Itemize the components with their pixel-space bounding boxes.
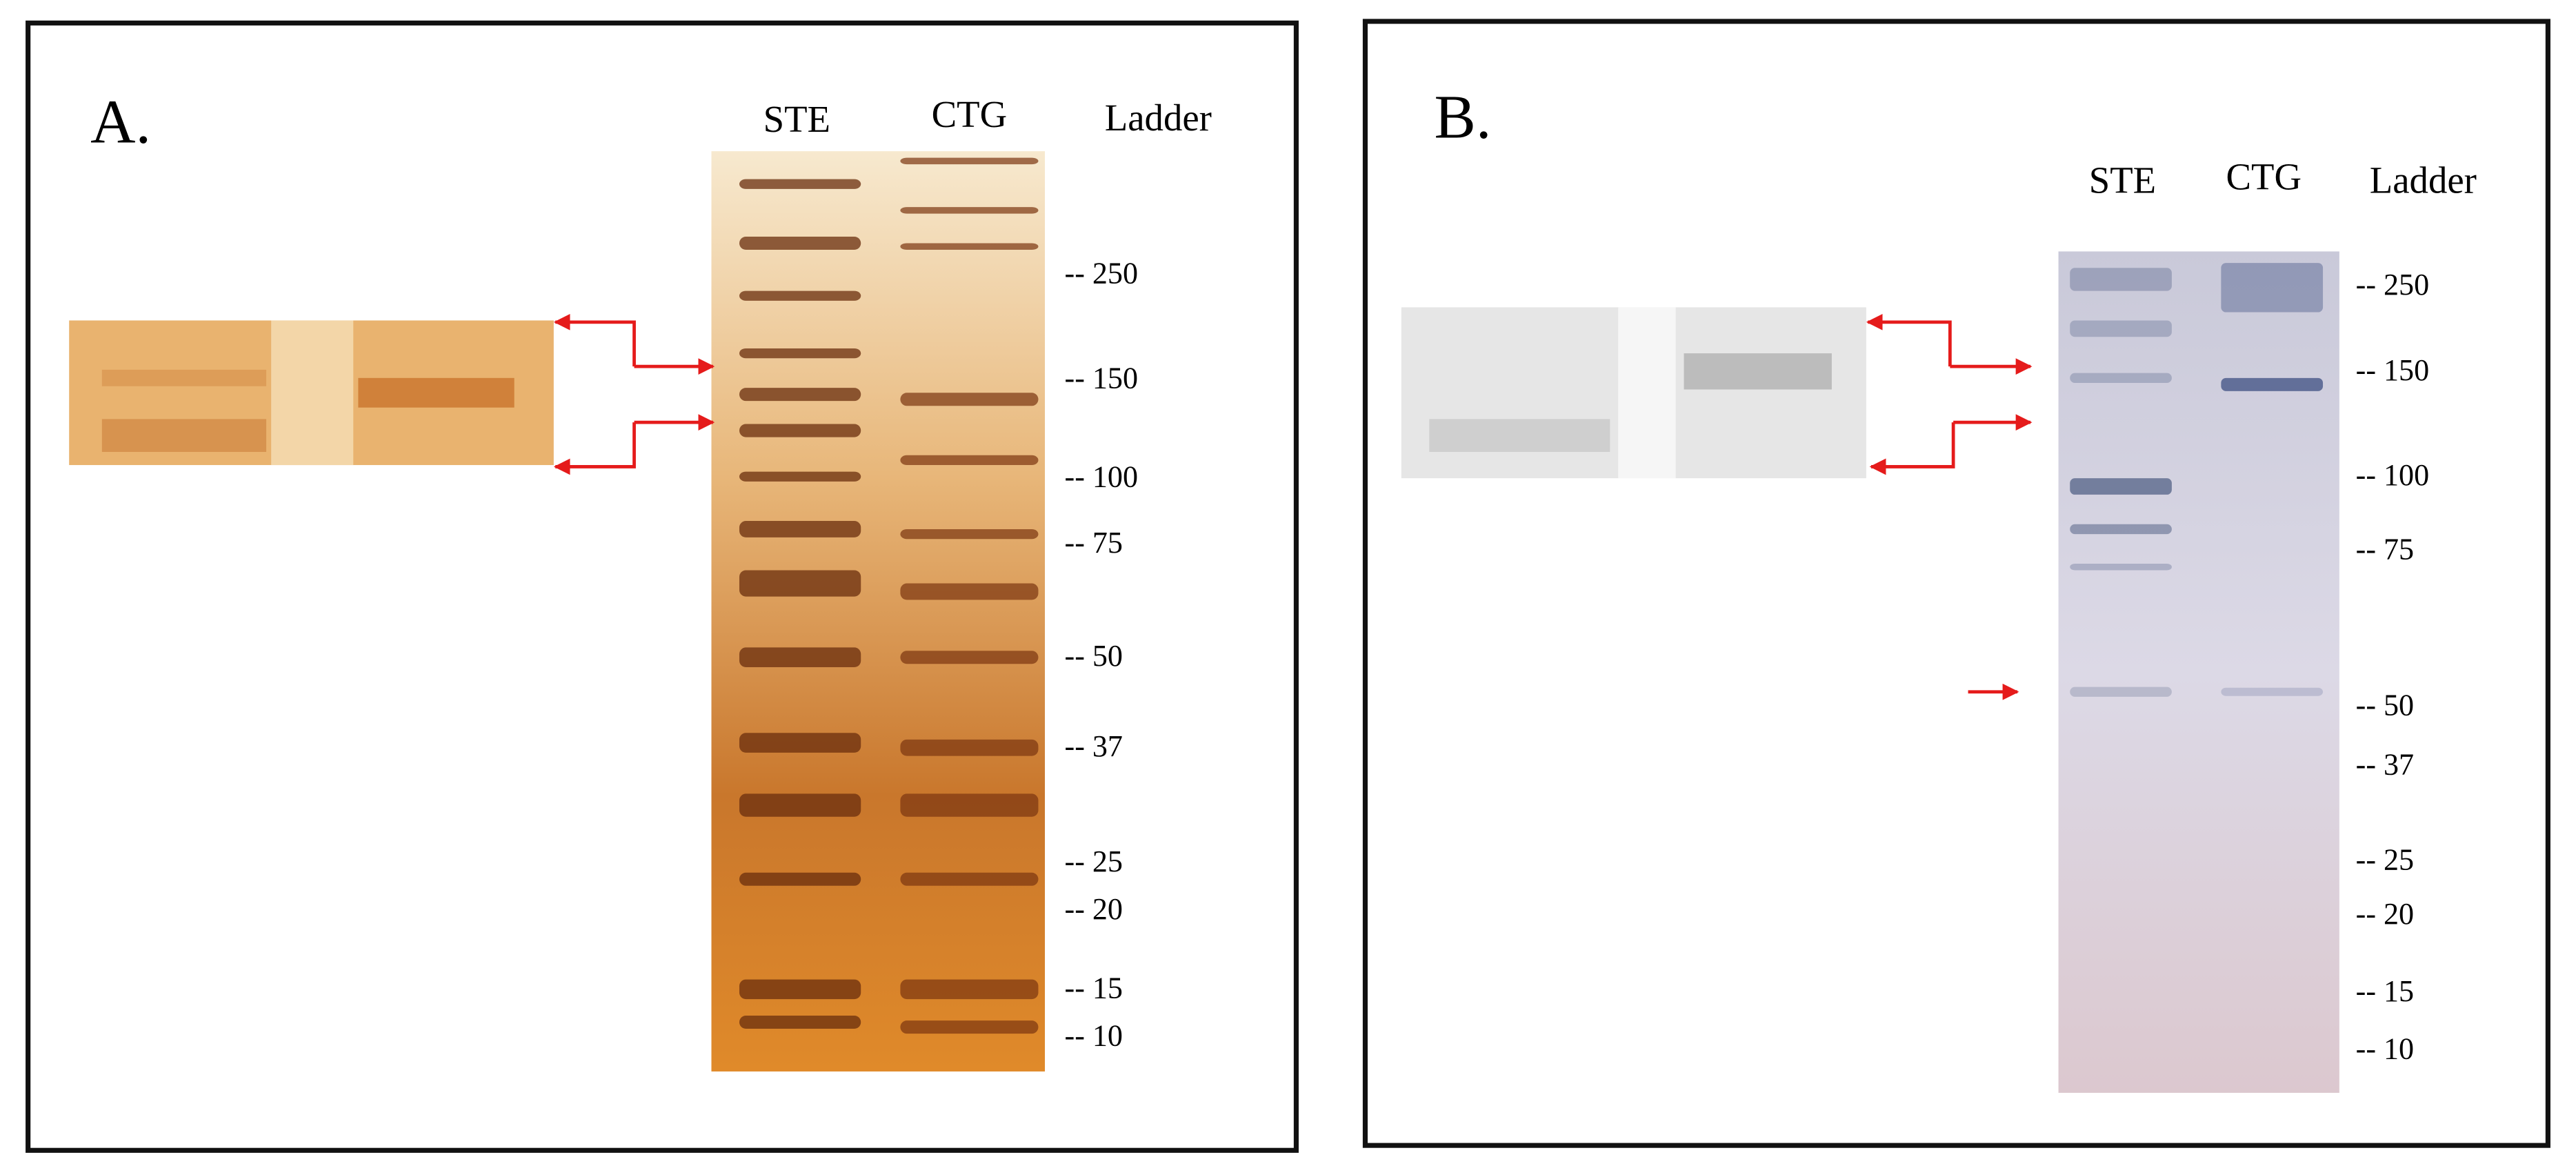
band (739, 388, 861, 402)
inset-band (1684, 353, 1832, 390)
ladder-mark: -- 150 (2356, 353, 2429, 387)
inset-band (358, 377, 515, 408)
arrow (553, 313, 636, 367)
band (739, 348, 861, 359)
arrow (553, 422, 636, 475)
inset-band (101, 369, 267, 386)
inset-band (101, 419, 267, 452)
band (900, 207, 1039, 214)
band (2070, 478, 2172, 495)
band (2070, 687, 2172, 697)
ladder-mark: -- 10 (2356, 1031, 2414, 1065)
ladder-mark: -- 10 (1065, 1018, 1123, 1052)
band (2070, 373, 2172, 383)
gel-bands (2070, 263, 2324, 697)
band (739, 424, 861, 437)
lane-label: CTG (2226, 156, 2302, 198)
ladder-mark: -- 100 (1065, 460, 1138, 494)
band (900, 455, 1039, 466)
gel-inset-gap (271, 320, 354, 466)
band (739, 471, 861, 482)
ladder-mark: -- 25 (2356, 843, 2414, 877)
band (900, 393, 1039, 406)
ladder-mark: -- 250 (2356, 268, 2429, 302)
band (900, 739, 1039, 756)
band (2221, 687, 2324, 696)
band (739, 179, 861, 189)
ladder-mark: -- 15 (1065, 971, 1123, 1005)
ladder-mark: -- 75 (2356, 532, 2414, 566)
band (900, 872, 1039, 886)
panel-border (1362, 19, 2550, 1148)
lane-label: STE (2089, 159, 2156, 201)
lane-label: STE (763, 98, 830, 140)
band (739, 236, 861, 250)
lane-label: CTG (932, 93, 1008, 135)
ladder-mark: -- 20 (1065, 892, 1123, 926)
gel (711, 151, 1045, 1072)
ladder-mark: -- 20 (2356, 897, 2414, 931)
ladder-mark: -- 15 (2356, 974, 2414, 1008)
arrows (553, 313, 2033, 700)
band (900, 243, 1039, 250)
band (900, 583, 1039, 600)
arrow (1866, 313, 1952, 367)
band (739, 1015, 861, 1029)
band (900, 793, 1039, 817)
ladder-mark: -- 250 (1065, 256, 1138, 290)
ladder-mark: -- 50 (2356, 689, 2414, 722)
gel-inset-gap (1618, 307, 1676, 479)
band (739, 793, 861, 817)
band (900, 529, 1039, 540)
band (739, 733, 861, 753)
band (739, 872, 861, 886)
inset-band (1429, 419, 1610, 452)
gel (2058, 251, 2339, 1093)
ladder-title: Ladder (1105, 97, 1212, 139)
band (900, 1020, 1039, 1034)
band (900, 157, 1039, 165)
ladder-mark: -- 25 (1065, 845, 1123, 878)
band (2221, 377, 2324, 391)
ladder-mark: -- 50 (1065, 639, 1123, 673)
band (739, 647, 861, 668)
panel-label: A. (90, 87, 151, 157)
ladder-mark: -- 150 (1065, 362, 1138, 395)
ladder-mark: -- 75 (1065, 526, 1123, 560)
ladder-mark: -- 37 (2356, 747, 2414, 781)
band (2070, 268, 2172, 291)
arrow (1869, 422, 1955, 475)
band (2070, 563, 2172, 571)
band (739, 979, 861, 1000)
band (2070, 524, 2172, 535)
band (739, 521, 861, 537)
band (2070, 320, 2172, 337)
ladder-mark: -- 37 (1065, 729, 1123, 763)
band (739, 290, 861, 301)
band (900, 979, 1039, 1000)
panel-border (26, 20, 1299, 1153)
ladder-title: Ladder (2370, 159, 2477, 201)
band (739, 570, 861, 597)
band (2221, 263, 2324, 313)
panel-label: B. (1434, 81, 1491, 151)
ladder-mark: -- 100 (2356, 458, 2429, 492)
band (900, 651, 1039, 664)
gel-bands (739, 157, 1039, 1034)
